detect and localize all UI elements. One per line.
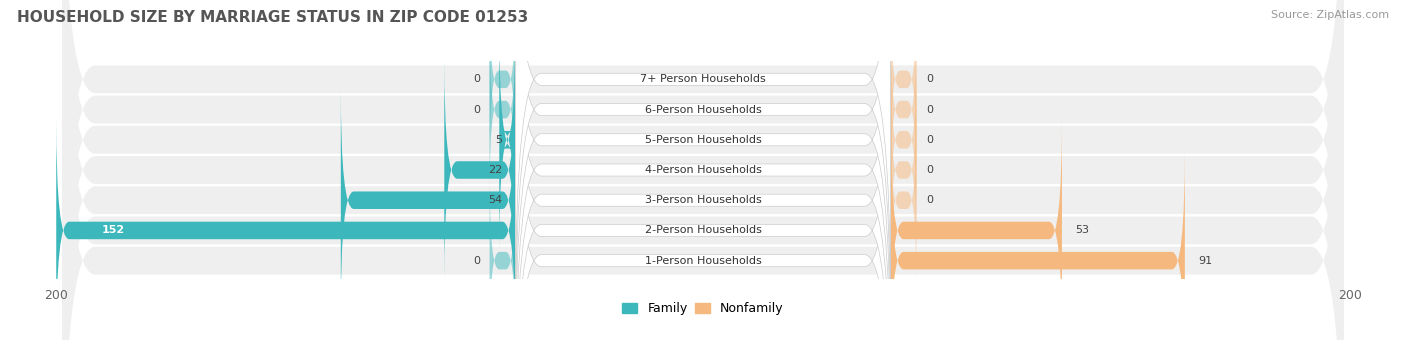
FancyBboxPatch shape [516, 0, 890, 340]
Text: 53: 53 [1074, 225, 1088, 235]
FancyBboxPatch shape [516, 0, 890, 340]
Text: 91: 91 [1198, 256, 1212, 266]
Text: 7+ Person Households: 7+ Person Households [640, 74, 766, 84]
Text: 0: 0 [927, 74, 934, 84]
Text: 0: 0 [472, 105, 479, 115]
Text: 0: 0 [927, 135, 934, 145]
Text: Source: ZipAtlas.com: Source: ZipAtlas.com [1271, 10, 1389, 20]
FancyBboxPatch shape [890, 88, 917, 252]
FancyBboxPatch shape [516, 0, 890, 315]
Text: 54: 54 [488, 195, 502, 205]
Text: 0: 0 [472, 74, 479, 84]
FancyBboxPatch shape [516, 0, 890, 340]
Text: 3-Person Households: 3-Person Households [644, 195, 762, 205]
FancyBboxPatch shape [890, 118, 1062, 340]
FancyBboxPatch shape [890, 118, 917, 282]
FancyBboxPatch shape [516, 25, 890, 340]
Text: 22: 22 [488, 165, 502, 175]
FancyBboxPatch shape [890, 149, 1185, 340]
FancyBboxPatch shape [63, 0, 1343, 340]
FancyBboxPatch shape [63, 0, 1343, 340]
Text: 0: 0 [472, 256, 479, 266]
FancyBboxPatch shape [489, 179, 516, 340]
FancyBboxPatch shape [516, 0, 890, 340]
FancyBboxPatch shape [63, 0, 1343, 340]
FancyBboxPatch shape [890, 58, 917, 222]
FancyBboxPatch shape [56, 118, 516, 340]
Text: 152: 152 [101, 225, 125, 235]
Text: 4-Person Households: 4-Person Households [644, 165, 762, 175]
FancyBboxPatch shape [444, 58, 516, 282]
FancyBboxPatch shape [499, 28, 516, 252]
Text: 0: 0 [927, 165, 934, 175]
FancyBboxPatch shape [63, 0, 1343, 340]
Legend: Family, Nonfamily: Family, Nonfamily [617, 298, 789, 320]
FancyBboxPatch shape [890, 0, 917, 161]
FancyBboxPatch shape [489, 0, 516, 161]
Text: 2-Person Households: 2-Person Households [644, 225, 762, 235]
FancyBboxPatch shape [63, 0, 1343, 340]
Text: 0: 0 [927, 195, 934, 205]
FancyBboxPatch shape [63, 0, 1343, 340]
Text: 5-Person Households: 5-Person Households [644, 135, 762, 145]
Text: 6-Person Households: 6-Person Households [644, 105, 762, 115]
Text: 5: 5 [495, 135, 502, 145]
Text: 1-Person Households: 1-Person Households [644, 256, 762, 266]
FancyBboxPatch shape [489, 28, 516, 191]
FancyBboxPatch shape [890, 28, 917, 191]
Text: HOUSEHOLD SIZE BY MARRIAGE STATUS IN ZIP CODE 01253: HOUSEHOLD SIZE BY MARRIAGE STATUS IN ZIP… [17, 10, 529, 25]
FancyBboxPatch shape [63, 0, 1343, 340]
FancyBboxPatch shape [340, 88, 516, 312]
Text: 0: 0 [927, 105, 934, 115]
FancyBboxPatch shape [516, 0, 890, 340]
